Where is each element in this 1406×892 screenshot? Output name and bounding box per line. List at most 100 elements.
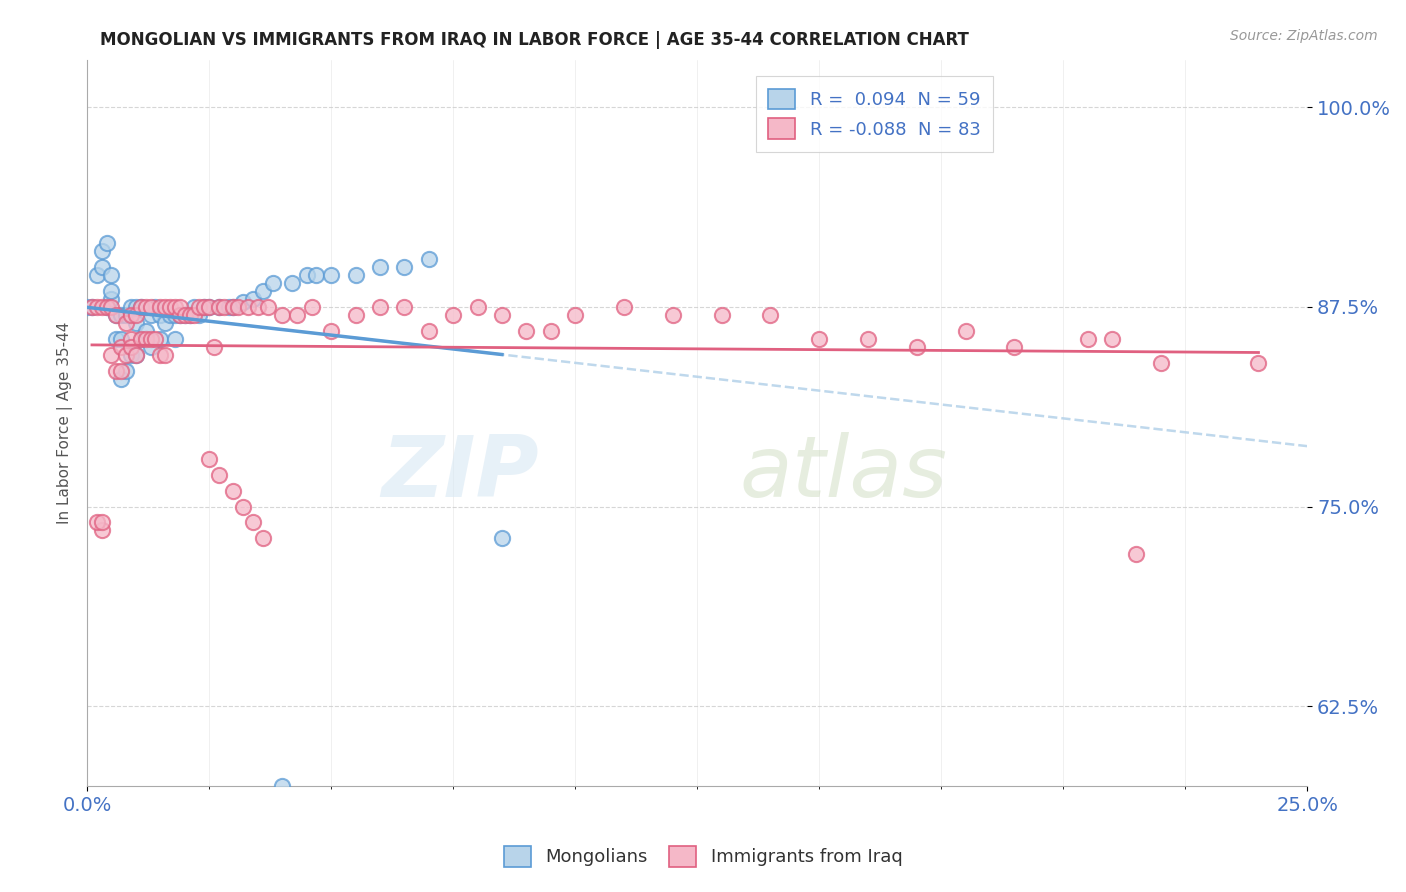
Point: [491, 308, 513, 322]
Point: [110, 364, 132, 378]
Legend: R =  0.094  N = 59, R = -0.088  N = 83: R = 0.094 N = 59, R = -0.088 N = 83: [755, 76, 993, 152]
Point: [1150, 356, 1173, 370]
Point: [149, 308, 172, 322]
Point: [100, 268, 122, 282]
Point: [169, 300, 191, 314]
Point: [139, 300, 162, 314]
Point: [242, 292, 264, 306]
Point: [246, 300, 269, 314]
Point: [129, 332, 152, 346]
Point: [232, 295, 254, 310]
Point: [256, 300, 278, 314]
Point: [564, 308, 586, 322]
Point: [262, 276, 284, 290]
Point: [159, 308, 181, 322]
Text: MONGOLIAN VS IMMIGRANTS FROM IRAQ IN LABOR FORCE | AGE 35-44 CORRELATION CHART: MONGOLIAN VS IMMIGRANTS FROM IRAQ IN LAB…: [100, 31, 969, 49]
Point: [368, 300, 391, 314]
Point: [281, 276, 304, 290]
Point: [159, 300, 181, 314]
Point: [163, 332, 186, 346]
Point: [208, 467, 231, 482]
Point: [110, 340, 132, 354]
Point: [319, 268, 342, 282]
Point: [110, 308, 132, 322]
Point: [169, 308, 191, 322]
Point: [242, 516, 264, 530]
Text: atlas: atlas: [740, 432, 948, 515]
Point: [120, 340, 142, 354]
Point: [115, 364, 138, 378]
Point: [198, 300, 221, 314]
Point: [115, 308, 138, 322]
Point: [76, 300, 98, 314]
Point: [115, 316, 138, 330]
Point: [394, 300, 416, 314]
Point: [90, 244, 112, 259]
Point: [193, 300, 215, 314]
Point: [149, 300, 172, 314]
Point: [252, 284, 274, 298]
Text: Source: ZipAtlas.com: Source: ZipAtlas.com: [1230, 29, 1378, 43]
Point: [222, 483, 245, 498]
Point: [105, 332, 128, 346]
Point: [808, 332, 831, 346]
Point: [110, 332, 132, 346]
Point: [96, 300, 118, 314]
Point: [86, 516, 108, 530]
Point: [90, 260, 112, 274]
Point: [222, 300, 245, 314]
Point: [80, 300, 103, 314]
Point: [125, 348, 148, 362]
Point: [183, 300, 205, 314]
Point: [202, 340, 225, 354]
Point: [179, 308, 201, 322]
Point: [153, 316, 176, 330]
Y-axis label: In Labor Force | Age 35-44: In Labor Force | Age 35-44: [58, 321, 73, 524]
Point: [149, 348, 172, 362]
Point: [80, 300, 103, 314]
Point: [129, 332, 152, 346]
Point: [125, 300, 148, 314]
Legend: Mongolians, Immigrants from Iraq: Mongolians, Immigrants from Iraq: [496, 838, 910, 874]
Point: [153, 300, 176, 314]
Point: [515, 324, 537, 338]
Point: [100, 348, 122, 362]
Point: [100, 292, 122, 306]
Point: [135, 300, 157, 314]
Point: [120, 332, 142, 346]
Point: [394, 260, 416, 274]
Point: [222, 300, 245, 314]
Point: [173, 308, 195, 322]
Point: [467, 300, 489, 314]
Point: [139, 340, 162, 354]
Point: [236, 300, 259, 314]
Point: [1077, 332, 1099, 346]
Point: [139, 332, 162, 346]
Point: [163, 300, 186, 314]
Point: [188, 300, 211, 314]
Point: [271, 779, 294, 793]
Point: [115, 348, 138, 362]
Point: [188, 308, 211, 322]
Point: [344, 268, 367, 282]
Point: [153, 348, 176, 362]
Text: ZIP: ZIP: [381, 432, 538, 515]
Point: [305, 268, 328, 282]
Point: [212, 300, 235, 314]
Point: [105, 308, 128, 322]
Point: [1125, 548, 1147, 562]
Point: [135, 324, 157, 338]
Point: [208, 300, 231, 314]
Point: [208, 300, 231, 314]
Point: [145, 300, 167, 314]
Point: [905, 340, 928, 354]
Point: [955, 324, 977, 338]
Point: [183, 308, 205, 322]
Point: [661, 308, 683, 322]
Point: [418, 324, 440, 338]
Point: [232, 500, 254, 514]
Point: [228, 300, 250, 314]
Point: [418, 252, 440, 266]
Point: [441, 308, 464, 322]
Point: [344, 308, 367, 322]
